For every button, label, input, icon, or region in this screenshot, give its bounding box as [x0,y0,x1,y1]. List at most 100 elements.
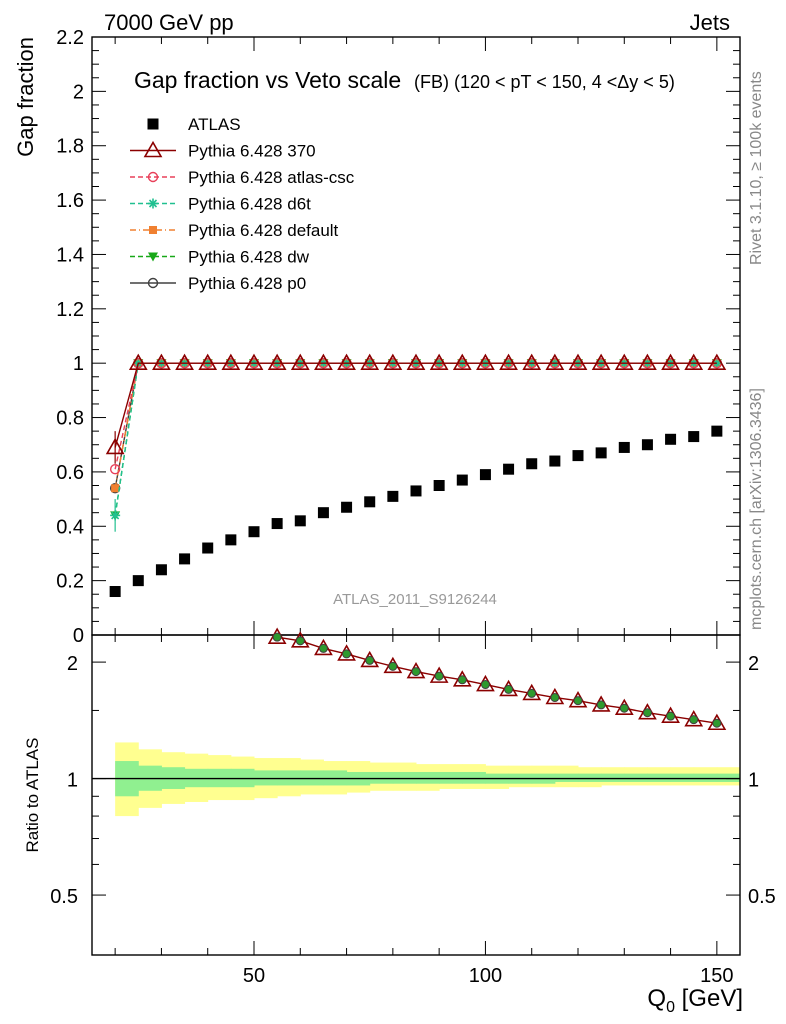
data-point [387,490,399,502]
stat-band-segment [670,773,695,782]
ratio-series-models [267,627,727,731]
ratio-plot-frame [91,634,741,956]
data-point [568,353,588,370]
data-point [479,469,491,481]
data-point [476,353,495,370]
x-tick-label: 50 [243,965,265,987]
ratio-data-point [457,675,467,685]
ratio-y-axis-label: Ratio to ATLAS [23,738,42,853]
stat-band-segment [578,773,602,782]
data-point [271,518,283,530]
data-point [198,353,218,370]
legend-item: Pythia 6.428 370 [130,140,316,161]
legend-label: Pythia 6.428 dw [188,248,310,267]
data-point [175,353,194,370]
data-point [267,353,287,370]
data-point [179,553,191,565]
data-point [383,353,403,370]
data-point [688,431,700,443]
data-point [337,353,356,370]
data-point [410,485,422,497]
data-point [148,198,158,209]
ratio-data-point [642,708,652,718]
series-pythia-6-428-atlas-csc [109,357,723,475]
stat-band-segment [462,771,486,784]
main-title: Gap fraction vs Veto scale [134,67,401,93]
x-tick-label: 100 [469,965,502,987]
series-pythia-6-428-default [111,359,721,493]
data-point [314,353,333,370]
data-point [549,455,561,467]
y-tick-label: 1.2 [56,299,84,321]
ratio-data-point [573,696,583,706]
stat-band-segment [392,771,417,784]
ratio-y-tick-label: 0.5 [50,886,78,908]
y-tick-label: 1 [73,353,84,375]
data-point [244,353,264,370]
data-point [225,534,237,546]
mcplots-label: mcplots.cern.ch [arXiv:1306.3436] [748,388,765,630]
ratio-data-point [295,636,305,646]
ratio-data-point [712,718,722,728]
data-point [109,586,121,598]
ratio-data-point [318,643,328,653]
watermark-label: ATLAS_2011_S9126244 [333,591,497,608]
data-point [111,484,120,493]
data-point [429,353,449,370]
legend: ATLAS Pythia 6.428 370 Pythia 6.428 atlas-… [130,115,355,293]
y-tick-label: 0.2 [56,571,84,593]
ratio-data-point [689,715,699,725]
data-point [147,118,159,130]
legend-label: Pythia 6.428 p0 [188,274,306,293]
data-point [202,542,214,554]
rivet-version-label: Rivet 3.1.10, ≥ 100k events [748,71,765,265]
y-tick-label: 1.8 [56,136,84,158]
header-left-label: 7000 GeV pp [104,10,234,35]
series-line [114,362,717,470]
data-point [614,353,634,370]
y-tick-label: 0.4 [56,516,84,538]
data-point [711,425,723,437]
ratio-data-point [550,693,560,703]
data-point [149,226,157,234]
stat-band-segment [601,773,625,782]
ratio-y-tick-label-right: 2 [748,653,759,675]
data-point [526,458,538,470]
data-point [638,353,657,370]
y-tick-label: 2.2 [56,27,84,49]
ratio-data-point [619,703,629,713]
data-point [406,353,426,370]
data-point [545,353,565,370]
main-y-axis-label: Gap fraction [13,37,38,157]
y-tick-label: 1.4 [56,244,84,266]
ratio-data-point [365,655,375,665]
legend-label: Pythia 6.428 default [188,221,339,240]
ratio-data-point [596,700,606,710]
data-point [665,433,677,445]
ratio-y-tick-label-right: 1 [748,770,759,792]
series-line [114,362,717,489]
data-point [433,480,445,491]
data-point [684,353,704,370]
legend-item: Pythia 6.428 default [130,221,339,240]
ratio-data-point [434,671,444,681]
data-point [503,463,515,475]
data-point [364,496,376,508]
legend-item: ATLAS [147,115,241,134]
legend-label: Pythia 6.428 atlas-csc [188,168,355,187]
series-pythia-6-428-p0 [109,357,723,494]
ratio-data-point [504,684,514,694]
data-point [641,439,653,451]
data-point [499,353,518,370]
data-point [152,353,171,370]
stat-band-segment [439,771,463,784]
data-point [341,501,353,513]
y-tick-label: 0.8 [56,408,84,430]
stat-band-segment [369,771,394,784]
data-point [109,463,121,475]
ratio-y-tick-label: 1 [67,770,78,792]
ratio-y-tick-label: 2 [67,653,78,675]
data-point [661,353,680,370]
legend-label: ATLAS [188,115,241,134]
data-point [618,441,630,453]
